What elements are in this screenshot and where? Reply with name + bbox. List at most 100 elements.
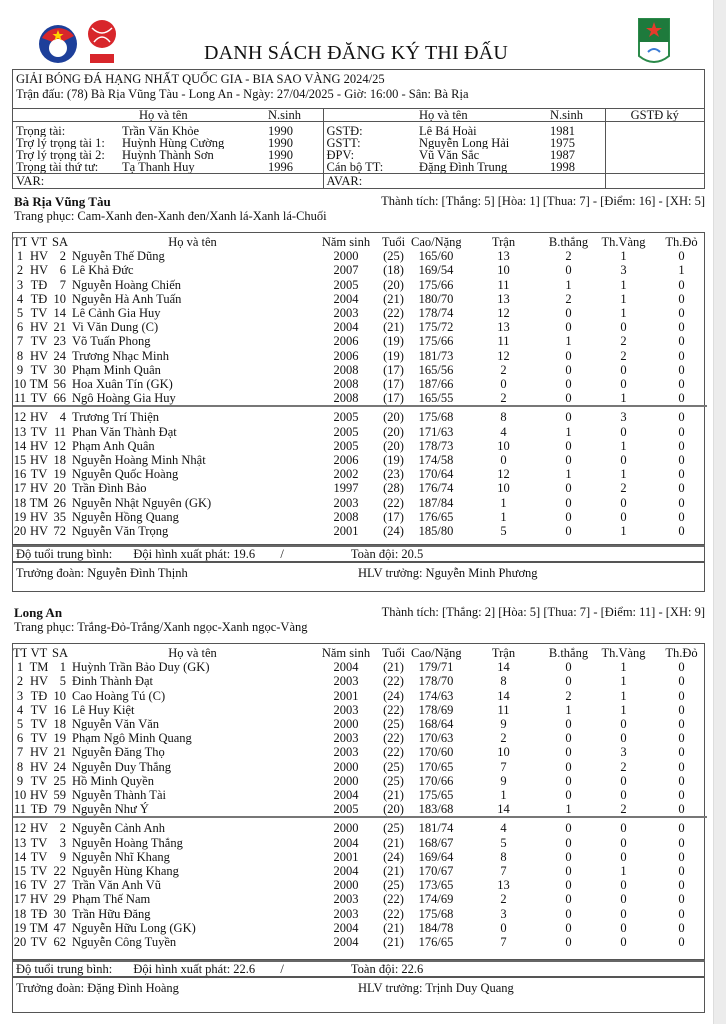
official-name: Tạ Thanh Huy	[122, 161, 195, 174]
shirt-number: 3	[59, 835, 66, 850]
yellow-cards: 0	[620, 906, 627, 921]
table-row: 4 TV 16 Lê Huy Kiệt 2003 (22) 178/69 11 1 1 0	[13, 703, 707, 717]
position: TM	[29, 920, 49, 935]
goals: 2	[565, 688, 572, 703]
goals: 1	[565, 802, 572, 817]
table-row: 1 TM 1 Huỳnh Trần Bảo Duy (GK) 2004 (21) 179/7…	[13, 660, 707, 674]
player-name: Ngô Hoàng Gia Huy	[72, 391, 176, 406]
matches: 4	[500, 424, 507, 439]
tt: 7	[16, 334, 24, 349]
tt: 15	[13, 453, 27, 468]
vpf-logo	[88, 20, 116, 63]
position: TV	[30, 424, 48, 439]
matches: 14	[497, 802, 510, 817]
yellow-cards: 2	[620, 348, 627, 363]
matches: 7	[500, 935, 507, 950]
team-manager: Trưởng đoàn: Nguyễn Đình Thịnh	[16, 566, 188, 580]
yellow-cards: 0	[620, 892, 627, 907]
tt: 3	[16, 688, 24, 703]
shirt-number: 10	[53, 688, 67, 703]
age: (25)	[376, 816, 411, 836]
tt: 14	[13, 438, 27, 453]
red-cards: 0	[678, 348, 685, 363]
position: TĐ	[30, 291, 48, 306]
yellow-cards: 2	[620, 481, 627, 496]
yellow-cards: 1	[620, 702, 627, 717]
player-name: Nguyễn Hoàng Minh Nhật	[72, 453, 206, 468]
avg-age-label: Độ tuổi trung bình:	[16, 547, 113, 561]
matches: 14	[497, 688, 510, 703]
goals: 0	[565, 745, 572, 760]
tt: 14	[13, 849, 27, 864]
height-weight: 165/56	[418, 362, 454, 377]
red-cards: 0	[678, 906, 685, 921]
position: HV	[27, 816, 51, 836]
goals: 0	[565, 481, 572, 496]
goals: 0	[565, 524, 572, 539]
officials-header-year2: N.sinh	[550, 109, 583, 122]
birth-year: 2004	[333, 935, 359, 950]
red-cards: 0	[678, 802, 685, 817]
position: HV	[29, 524, 49, 539]
column-header-goals: B.thắng	[548, 235, 589, 249]
height-weight: 178/74	[418, 306, 454, 321]
league-logo	[638, 18, 670, 63]
shirt-number: 2	[59, 249, 66, 264]
goals: 0	[565, 263, 572, 278]
official-row: Trợ lý trọng tài 2: Huỳnh Thành Sơn 1990…	[13, 149, 704, 161]
match-info-box: GIẢI BÓNG ĐÁ HẠNG NHẤT QUỐC GIA - BIA SA…	[12, 69, 705, 109]
player-name: Nguyễn Hồng Quang	[72, 509, 179, 524]
matches: 13	[497, 291, 510, 306]
official-role: Trọng tài thứ tư:	[16, 161, 99, 174]
player-name: Phạm Ngô Minh Quang	[72, 731, 192, 746]
tt: 19	[13, 509, 27, 524]
age: (25)	[383, 249, 404, 264]
matches: 9	[500, 717, 507, 732]
average-age-row: Độ tuổi trung bình: Đội hình xuất phát: …	[12, 960, 705, 977]
matches: 7	[500, 864, 507, 879]
position: HV	[29, 320, 49, 335]
birth-year: 2000	[333, 717, 359, 732]
goals: 0	[546, 405, 591, 425]
table-row: 7 HV 21 Nguyễn Đăng Thọ 2003 (22) 170/60 10 0 3 0	[13, 745, 707, 759]
league-name: GIẢI BÓNG ĐÁ HẠNG NHẤT QUỐC GIA - BIA SA…	[16, 72, 385, 86]
tt: 4	[16, 702, 24, 717]
player-name: Phạm Anh Quân	[72, 438, 155, 453]
yellow-cards: 0	[620, 878, 627, 893]
red-cards: 0	[678, 731, 685, 746]
age: (22)	[383, 306, 404, 321]
player-name: Lê Huy Kiệt	[72, 702, 135, 717]
red-cards: 0	[678, 495, 685, 510]
goals: 0	[565, 362, 572, 377]
birth-year: 2003	[333, 495, 359, 510]
goals: 0	[565, 878, 572, 893]
official-role: Trọng tài:	[16, 124, 66, 137]
yellow-cards: 1	[620, 438, 627, 453]
height-weight: 181/73	[418, 348, 454, 363]
yellow-cards: 2	[620, 802, 627, 817]
birth-year: 2004	[333, 920, 359, 935]
tt: 12	[13, 816, 27, 836]
red-cards: 0	[678, 377, 685, 392]
column-header-birth-year: Năm sinh	[321, 646, 371, 660]
yellow-cards: 1	[620, 524, 627, 539]
matches: 1	[500, 509, 507, 524]
table-row: 2 HV 6 Lê Khả Đức 2007 (18) 169/54 10 0 3 1	[13, 263, 707, 277]
birth-year: 2000	[333, 773, 359, 788]
birth-year: 1997	[333, 481, 359, 496]
officials-header-name2: Họ và tên	[419, 109, 468, 122]
birth-year: 2007	[333, 263, 359, 278]
age: (22)	[383, 892, 404, 907]
red-cards: 0	[678, 291, 685, 306]
age: (21)	[383, 788, 404, 803]
red-cards: 0	[678, 688, 685, 703]
birth-year: 2004	[333, 788, 359, 803]
player-name: Nguyễn Như Ý	[72, 802, 149, 817]
birth-year: 2006	[333, 334, 359, 349]
age: (21)	[383, 920, 404, 935]
staff-row: Trưởng đoàn: Nguyễn Đình Thịnh HLV trưởn…	[12, 562, 705, 592]
yellow-cards: 1	[620, 306, 627, 321]
table-row: 18 TM 26 Nguyễn Nhật Nguyên (GK) 2003 (22) 187…	[13, 496, 707, 510]
table-row: 7 TV 23 Võ Tuấn Phong 2006 (19) 175/66 11 1 2 0	[13, 334, 707, 348]
tt: 4	[16, 291, 24, 306]
